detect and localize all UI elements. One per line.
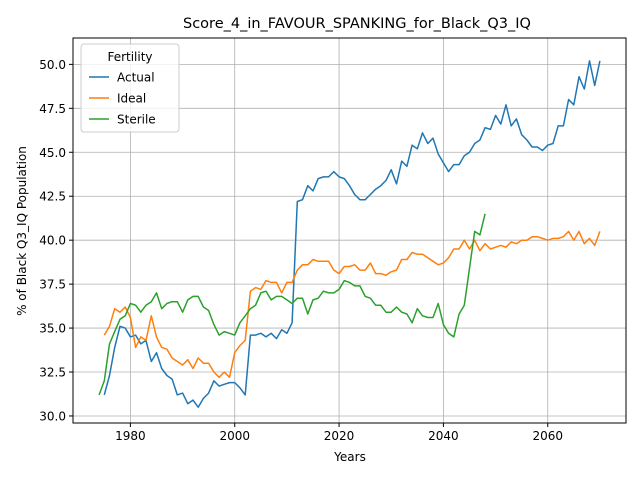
legend-label-sterile: Sterile [117, 113, 156, 127]
grid-lines [73, 38, 626, 423]
legend: Fertility Actual Ideal Sterile [80, 43, 180, 133]
legend-box [80, 43, 180, 133]
y-tick-label: 50.0 [39, 58, 66, 72]
series-line-actual [103, 60, 601, 408]
y-tick-label: 32.5 [39, 366, 66, 380]
y-tick-label: 47.5 [39, 102, 66, 116]
series-line-ideal [103, 230, 601, 379]
x-tick-label: 2000 [219, 429, 250, 443]
y-tick-label: 42.5 [39, 190, 66, 204]
y-tick-label: 37.5 [39, 278, 66, 292]
y-tick-label: 45.0 [39, 146, 66, 160]
legend-label-actual: Actual [117, 71, 155, 85]
x-tick-label: 1980 [115, 429, 146, 443]
plot-area-frame [72, 37, 627, 424]
legend-entries: Actual Ideal Sterile [89, 71, 156, 127]
legend-title: Fertility [107, 50, 152, 64]
y-tick-label: 30.0 [39, 409, 66, 423]
x-tick-label: 2060 [532, 429, 563, 443]
x-axis-ticks: 1980 2000 2020 2040 2060 [115, 423, 563, 443]
y-axis-label: % of Black Q3_IQ Population [15, 146, 29, 316]
x-tick-label: 2020 [324, 429, 355, 443]
chart-title: Score_4_in_FAVOUR_SPANKING_for_Black_Q3_… [183, 16, 531, 32]
x-tick-label: 2040 [428, 429, 459, 443]
series-line-sterile [98, 213, 486, 396]
x-axis-label: Years [333, 450, 366, 464]
y-axis-ticks: 30.0 32.5 35.0 37.5 40.0 42.5 45.0 47.5 50.0 [39, 58, 73, 423]
legend-label-ideal: Ideal [117, 92, 146, 106]
y-tick-label: 40.0 [39, 234, 66, 248]
series-lines [98, 60, 601, 408]
y-tick-label: 35.0 [39, 322, 66, 336]
